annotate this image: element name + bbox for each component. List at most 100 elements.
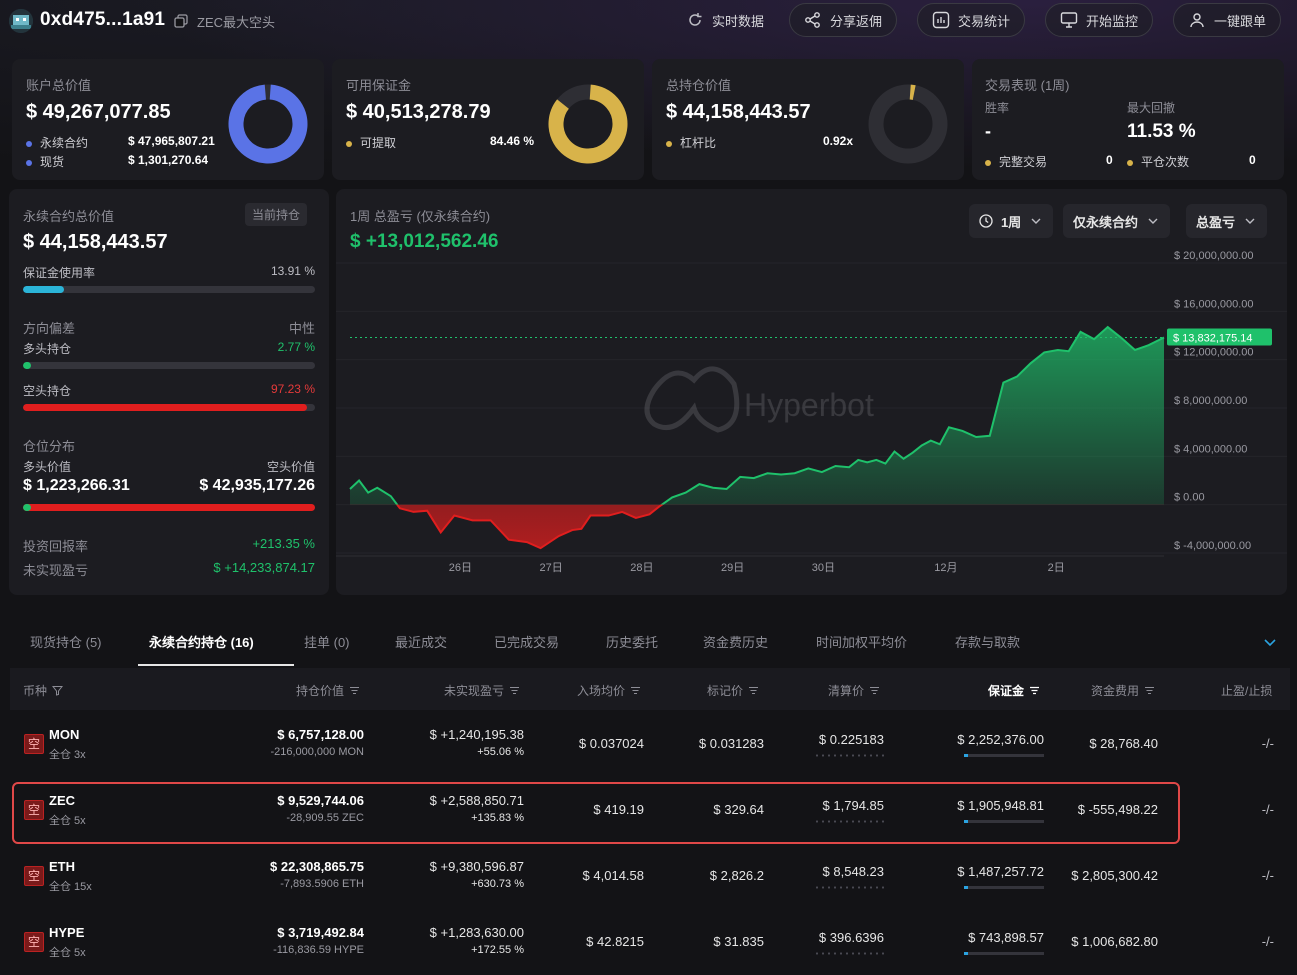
mark-price: $ 31.835 bbox=[713, 934, 764, 949]
short-value-label: 空头价值 bbox=[266, 460, 315, 474]
mark-price: $ 2,826.2 bbox=[709, 868, 764, 883]
col-unrealized-pnl[interactable]: 未实现盈亏 bbox=[444, 682, 520, 699]
total-position-card: 总持仓价值 $ 44,158,443.57 杠杆比 0.92x bbox=[652, 59, 964, 180]
unrealized-pnl: $ +1,240,195.38 bbox=[429, 727, 524, 742]
trade-stats-button[interactable]: 交易统计 bbox=[917, 3, 1026, 37]
spot-legend: 现货 bbox=[26, 153, 64, 170]
col-margin[interactable]: 保证金 bbox=[988, 682, 1040, 699]
copy-trade-button[interactable]: 一键跟单 bbox=[1173, 3, 1282, 37]
col-position-value[interactable]: 持仓价值 bbox=[296, 682, 360, 699]
header: 0xd475...1a91 ZEC最大空头 实时数据 分享返佣 交易统计 开始监… bbox=[0, 0, 1297, 42]
x-tick-label: 28日 bbox=[630, 562, 653, 574]
coin-name[interactable]: MON bbox=[49, 727, 80, 742]
max-drawdown-label: 最大回撤 bbox=[1127, 101, 1176, 115]
short-side-badge: 空 bbox=[24, 800, 44, 820]
table-row[interactable]: 空 MON 全仓 3x $ 6,757,128.00 -216,000,000 MON $… bbox=[10, 711, 1290, 777]
performance-label: 交易表现 (1周) bbox=[985, 78, 1070, 93]
current-position-pill[interactable]: 当前持仓 bbox=[245, 203, 308, 226]
clock-icon bbox=[979, 214, 993, 228]
sort-icon bbox=[870, 686, 880, 695]
entry-price: $ 42.8215 bbox=[586, 934, 644, 949]
col-funding[interactable]: 资金费用 bbox=[1091, 682, 1155, 699]
entry-price: $ 419.19 bbox=[593, 802, 644, 817]
table-row[interactable]: 空 ZEC 全仓 5x $ 9,529,744.06 -28,909.55 ZEC $ +… bbox=[10, 777, 1290, 843]
winrate-label: 胜率 bbox=[985, 101, 1010, 115]
table-row[interactable]: 空 HYPE 全仓 5x $ 3,719,492.84 -116,836.59 HYPE… bbox=[10, 909, 1290, 975]
start-monitor-button[interactable]: 开始监控 bbox=[1045, 3, 1154, 37]
direction-bias-label: 方向偏差 bbox=[23, 321, 76, 336]
tab-spot-positions[interactable]: 现货持仓 (5) bbox=[30, 635, 102, 650]
margin-bar bbox=[964, 952, 1044, 955]
col-liquidation-price[interactable]: 清算价 bbox=[828, 682, 880, 699]
scope-dropdown[interactable]: 仅永续合约 bbox=[1063, 204, 1171, 238]
tp-sl-value[interactable]: -/- bbox=[1261, 868, 1274, 883]
tab-open-orders[interactable]: 挂单 (0) bbox=[304, 635, 350, 650]
monitor-icon bbox=[1060, 12, 1078, 28]
copy-icon[interactable] bbox=[174, 14, 188, 28]
long-position-bar bbox=[23, 362, 315, 369]
table-row[interactable]: 空 ETH 全仓 15x $ 22,308,865.75 -7,893.5906 ETH… bbox=[10, 843, 1290, 909]
long-position-label: 多头持仓 bbox=[23, 342, 72, 356]
col-mark-price[interactable]: 标记价 bbox=[707, 682, 759, 699]
margin-usage-value: 13.91 % bbox=[270, 264, 315, 278]
tab-perp-positions[interactable]: 永续合约持仓 (16) bbox=[149, 635, 254, 650]
x-tick-label: 26日 bbox=[449, 562, 472, 574]
account-value-label: 账户总价值 bbox=[26, 78, 92, 93]
tab-funding-history[interactable]: 资金费历史 bbox=[703, 635, 769, 650]
chevron-down-icon bbox=[1148, 218, 1158, 224]
current-value-tag-text: $ 13,832,175.14 bbox=[1173, 333, 1253, 345]
pnl-chart: Hyperbot $ 20,000,000.00 $ 16,000,000.00 $… bbox=[336, 250, 1287, 574]
x-tick-label: 12月 bbox=[934, 562, 957, 574]
position-size: -28,909.55 ZEC bbox=[286, 812, 364, 824]
x-tick-label: 29日 bbox=[721, 562, 744, 574]
positions-table-header: 币种 持仓价值 未实现盈亏 入场均价 标记价 清算价 保证金 资金费用 止盈/止… bbox=[10, 668, 1290, 710]
liquidation-price: $ 396.6396 bbox=[818, 930, 884, 945]
coin-name[interactable]: ZEC bbox=[49, 793, 75, 808]
col-coin[interactable]: 币种 bbox=[23, 682, 64, 699]
liquidation-price: $ 0.225183 bbox=[818, 732, 884, 747]
tab-twap[interactable]: 时间加权平均价 bbox=[816, 635, 908, 650]
sort-icon bbox=[350, 686, 360, 695]
col-entry-price[interactable]: 入场均价 bbox=[577, 682, 641, 699]
perp-total-label: 永续合约总价值 bbox=[23, 209, 115, 224]
tp-sl-value[interactable]: -/- bbox=[1261, 802, 1274, 817]
coin-name[interactable]: ETH bbox=[49, 859, 75, 874]
short-side-badge: 空 bbox=[24, 932, 44, 952]
tab-deposits-withdrawals[interactable]: 存款与取款 bbox=[955, 635, 1021, 650]
unrealized-pnl-value: $ +14,233,874.17 bbox=[213, 560, 315, 575]
funding-fee: $ 2,805,300.42 bbox=[1071, 868, 1158, 883]
account-value-card: 账户总价值 $ 49,267,077.85 永续合约 $ 47,965,807.… bbox=[12, 59, 324, 180]
sort-icon bbox=[1145, 686, 1155, 695]
sort-icon bbox=[510, 686, 520, 695]
period-dropdown[interactable]: 1周 bbox=[969, 204, 1054, 238]
chart-total-pnl: $ +13,012,562.46 bbox=[350, 231, 499, 252]
direction-bias-value: 中性 bbox=[288, 321, 315, 336]
tab-completed-trades[interactable]: 已完成交易 bbox=[494, 635, 560, 650]
position-distribution-bar bbox=[23, 504, 315, 511]
roi-label: 投资回报率 bbox=[23, 539, 89, 554]
users-icon bbox=[1190, 13, 1204, 28]
account-donut bbox=[228, 84, 308, 164]
expand-chevron-icon[interactable] bbox=[1262, 634, 1278, 650]
liquidation-price: $ 8,548.23 bbox=[822, 864, 884, 879]
entry-price: $ 4,014.58 bbox=[582, 868, 644, 883]
tp-sl-value[interactable]: -/- bbox=[1261, 934, 1274, 949]
funding-fee: $ 28,768.40 bbox=[1089, 736, 1158, 751]
tab-recent-fills[interactable]: 最近成交 bbox=[395, 635, 448, 650]
margin-value: $ 1,487,257.72 bbox=[957, 864, 1044, 879]
short-position-bar bbox=[23, 404, 315, 411]
unrealized-pnl: $ +2,588,850.71 bbox=[429, 793, 524, 808]
tab-order-history[interactable]: 历史委托 bbox=[606, 635, 659, 650]
x-tick-label: 30日 bbox=[812, 562, 835, 574]
tp-sl-value[interactable]: -/- bbox=[1261, 736, 1274, 751]
liquidation-price: $ 1,794.85 bbox=[822, 798, 884, 813]
share-rebate-button[interactable]: 分享返佣 bbox=[789, 3, 898, 37]
available-margin-card: 可用保证金 $ 40,513,278.79 可提取 84.46 % bbox=[332, 59, 644, 180]
pnl-area-positive bbox=[350, 327, 1164, 505]
realtime-data-button[interactable]: 实时数据 bbox=[672, 3, 778, 37]
position-distribution-label: 仓位分布 bbox=[23, 439, 76, 454]
metric-dropdown[interactable]: 总盈亏 bbox=[1186, 204, 1268, 238]
coin-name[interactable]: HYPE bbox=[49, 925, 85, 940]
position-value: $ 3,719,492.84 bbox=[277, 925, 364, 940]
perp-total-value: $ 44,158,443.57 bbox=[23, 231, 168, 253]
